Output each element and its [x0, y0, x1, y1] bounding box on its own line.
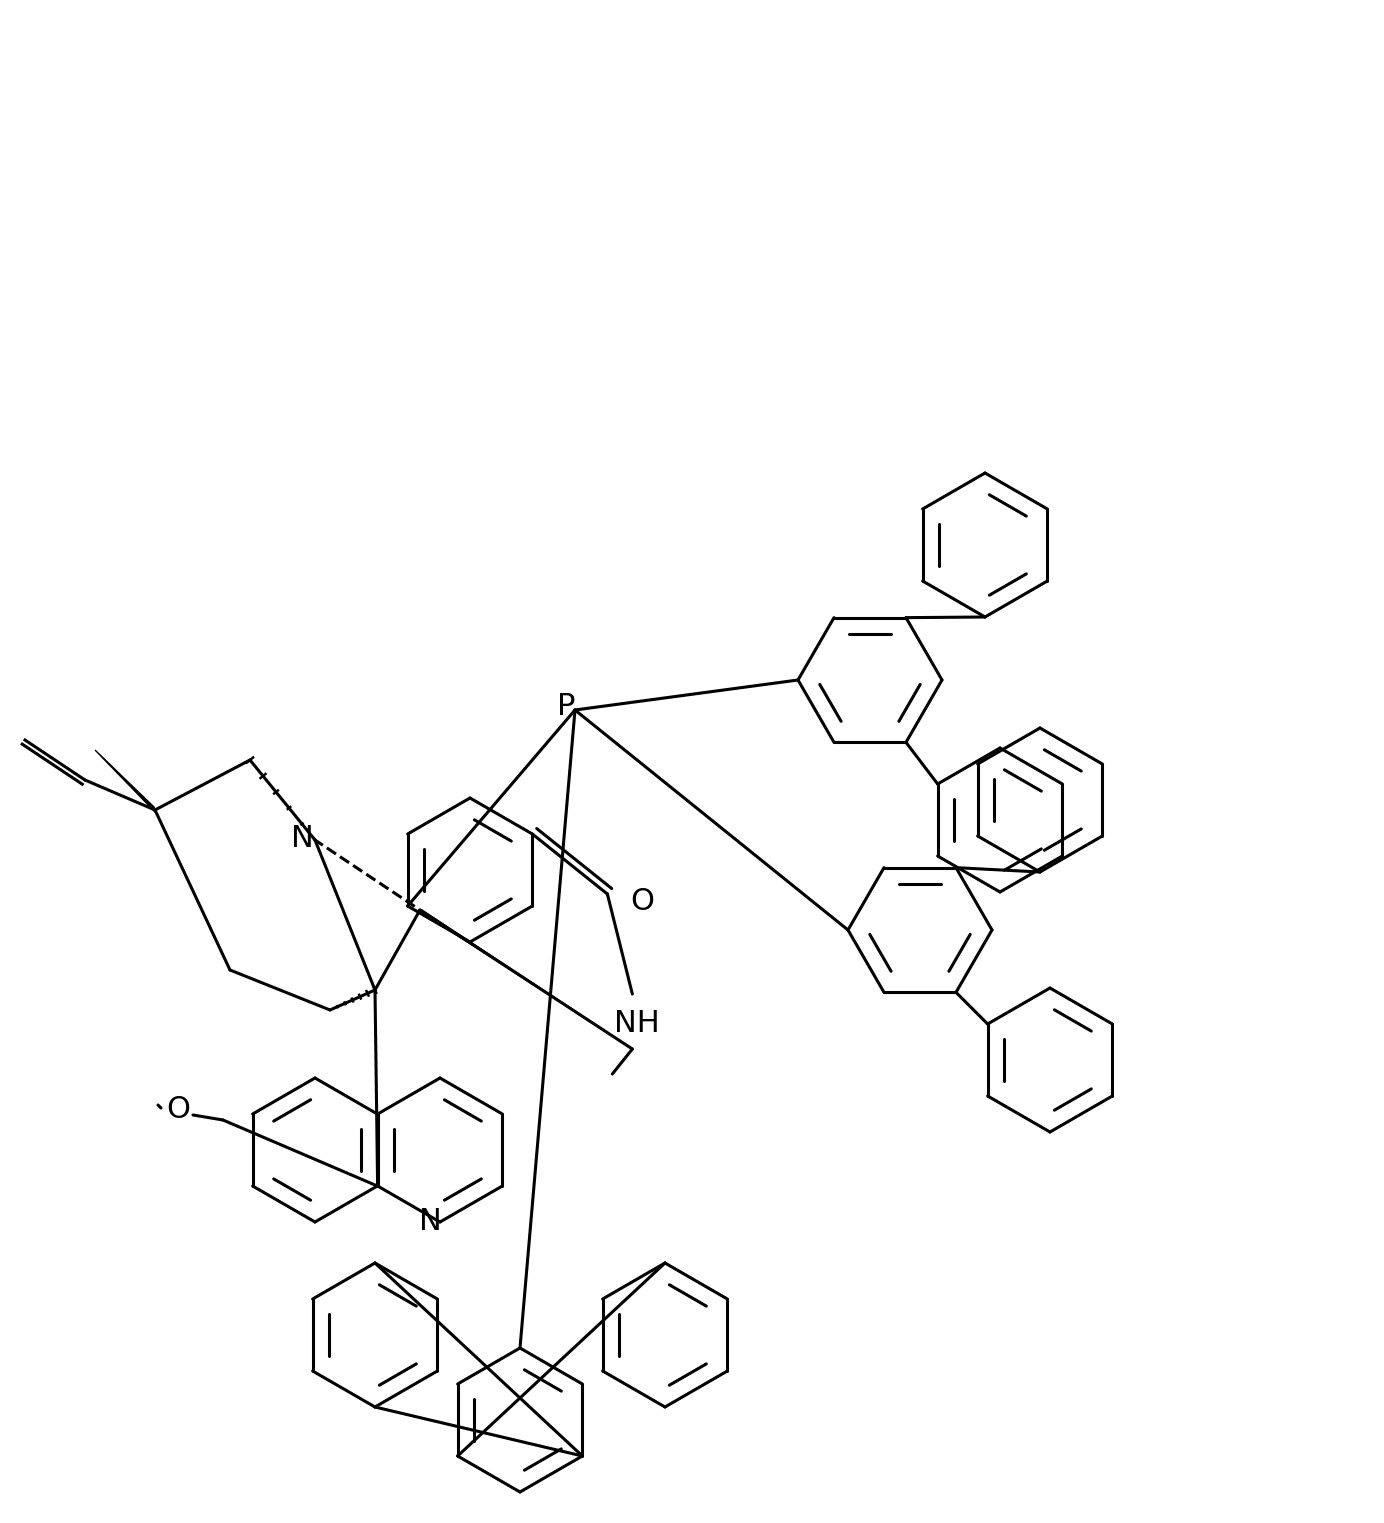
Text: NH: NH — [614, 1010, 660, 1039]
Polygon shape — [418, 911, 632, 1049]
Text: P: P — [556, 691, 576, 720]
Polygon shape — [95, 749, 156, 813]
Text: O: O — [630, 886, 655, 915]
Text: O: O — [166, 1095, 190, 1124]
Text: N: N — [418, 1208, 441, 1237]
Text: N: N — [291, 824, 313, 853]
